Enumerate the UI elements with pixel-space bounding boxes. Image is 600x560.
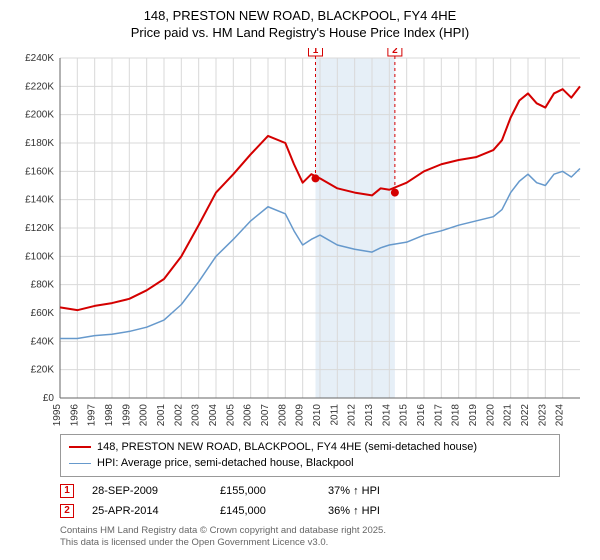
svg-text:2003: 2003 (191, 403, 202, 426)
sale-row-1: 1 28-SEP-2009 £155,000 37% ↑ HPI (60, 481, 560, 501)
svg-text:2005: 2005 (225, 403, 236, 426)
svg-text:2008: 2008 (277, 403, 288, 426)
title-subtitle: Price paid vs. HM Land Registry's House … (10, 25, 590, 42)
sale-marker-2: 2 (60, 504, 74, 518)
svg-text:£140K: £140K (25, 194, 54, 205)
svg-text:1: 1 (313, 48, 319, 56)
footnote-line2: This data is licensed under the Open Gov… (60, 537, 560, 549)
title-address: 148, PRESTON NEW ROAD, BLACKPOOL, FY4 4H… (10, 8, 590, 25)
svg-text:2001: 2001 (156, 403, 167, 426)
svg-text:2017: 2017 (433, 403, 444, 426)
title-block: 148, PRESTON NEW ROAD, BLACKPOOL, FY4 4H… (10, 8, 590, 42)
sale-price-2: £145,000 (220, 505, 310, 517)
svg-text:2019: 2019 (468, 403, 479, 426)
svg-text:£40K: £40K (31, 336, 55, 347)
sale-hpi-1: 37% ↑ HPI (328, 485, 418, 497)
sale-row-2: 2 25-APR-2014 £145,000 36% ↑ HPI (60, 501, 560, 521)
legend-label-hpi: HPI: Average price, semi-detached house,… (97, 455, 354, 472)
svg-text:1998: 1998 (104, 403, 115, 426)
svg-text:2013: 2013 (364, 403, 375, 426)
svg-text:£200K: £200K (25, 109, 54, 120)
svg-text:£120K: £120K (25, 223, 54, 234)
sale-date-1: 28-SEP-2009 (92, 485, 202, 497)
svg-text:2006: 2006 (243, 403, 254, 426)
legend-swatch-hpi (69, 463, 91, 465)
footnote-line1: Contains HM Land Registry data © Crown c… (60, 525, 560, 537)
svg-text:2018: 2018 (451, 403, 462, 426)
sale-marker-1: 1 (60, 484, 74, 498)
footnote: Contains HM Land Registry data © Crown c… (60, 525, 560, 550)
svg-text:2007: 2007 (260, 403, 271, 426)
legend-label-property: 148, PRESTON NEW ROAD, BLACKPOOL, FY4 4H… (97, 439, 477, 456)
svg-text:2000: 2000 (139, 403, 150, 426)
svg-text:1996: 1996 (69, 403, 80, 426)
svg-text:2024: 2024 (555, 403, 566, 426)
svg-text:2015: 2015 (399, 403, 410, 426)
svg-text:2009: 2009 (295, 403, 306, 426)
svg-text:£160K: £160K (25, 166, 54, 177)
svg-text:2010: 2010 (312, 403, 323, 426)
legend-item-property: 148, PRESTON NEW ROAD, BLACKPOOL, FY4 4H… (69, 439, 551, 456)
svg-text:2020: 2020 (485, 403, 496, 426)
legend-item-hpi: HPI: Average price, semi-detached house,… (69, 455, 551, 472)
svg-text:2022: 2022 (520, 403, 531, 426)
svg-text:2: 2 (392, 48, 398, 56)
svg-text:2016: 2016 (416, 403, 427, 426)
svg-text:£180K: £180K (25, 138, 54, 149)
svg-text:£100K: £100K (25, 251, 54, 262)
svg-text:£20K: £20K (31, 364, 55, 375)
line-chart-svg: £0 £20K £40K £60K £80K £100K £120K £140K £160K £1… (10, 48, 590, 428)
sale-date-2: 25-APR-2014 (92, 505, 202, 517)
sales-table: 1 28-SEP-2009 £155,000 37% ↑ HPI 2 25-AP… (60, 481, 560, 521)
svg-text:2021: 2021 (503, 403, 514, 426)
svg-text:2002: 2002 (173, 403, 184, 426)
svg-text:1999: 1999 (121, 403, 132, 426)
svg-text:£60K: £60K (31, 308, 55, 319)
svg-text:2004: 2004 (208, 403, 219, 426)
svg-text:2012: 2012 (347, 403, 358, 426)
svg-text:£240K: £240K (25, 53, 54, 64)
svg-text:£0: £0 (43, 393, 55, 404)
svg-text:1995: 1995 (52, 403, 63, 426)
svg-text:2011: 2011 (329, 403, 340, 425)
sale-price-1: £155,000 (220, 485, 310, 497)
svg-text:£80K: £80K (31, 279, 55, 290)
chart-area: £0 £20K £40K £60K £80K £100K £120K £140K £160K £1… (10, 48, 590, 428)
svg-text:£220K: £220K (25, 81, 54, 92)
legend-swatch-property (69, 446, 91, 448)
svg-text:1997: 1997 (87, 403, 98, 426)
chart-container: 148, PRESTON NEW ROAD, BLACKPOOL, FY4 4H… (0, 0, 600, 560)
svg-text:2023: 2023 (537, 403, 548, 426)
sale-hpi-2: 36% ↑ HPI (328, 505, 418, 517)
svg-text:2014: 2014 (381, 403, 392, 426)
legend: 148, PRESTON NEW ROAD, BLACKPOOL, FY4 4H… (60, 434, 560, 477)
